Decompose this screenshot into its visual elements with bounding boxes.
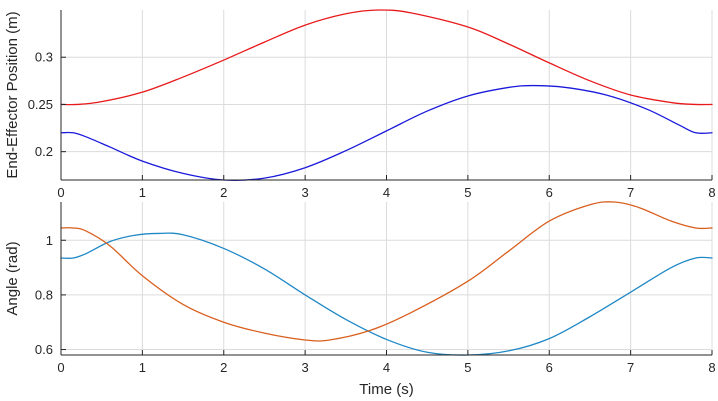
top-plot: 0 1 2 3 4 5 6 7 8 0.2 0.25 0.3 End-Effector Position…	[4, 9, 716, 200]
x-tick-label: 2	[220, 360, 227, 375]
x-tick-label: 4	[383, 185, 390, 200]
x-tick-label: 1	[139, 185, 146, 200]
series-line-1	[60, 9, 713, 106]
x-tick-label: 7	[627, 185, 634, 200]
y-tick-label: 0.8	[35, 287, 53, 302]
x-tick-label: 4	[383, 360, 390, 375]
x-tick-label: 5	[464, 360, 471, 375]
x-tick-label: 0	[57, 360, 64, 375]
x-axis-label: Time (s)	[359, 381, 413, 398]
x-tick-label: 8	[708, 360, 715, 375]
x-tick-label: 1	[139, 360, 146, 375]
x-tick-label: 6	[546, 360, 553, 375]
y-axis-label: End-Effector Position (m)	[4, 11, 21, 178]
x-tick-label: 3	[302, 185, 309, 200]
y-tick-label: 0.25	[28, 97, 53, 112]
series-line-2	[60, 84, 713, 181]
bottom-plot: 0 1 2 3 4 5 6 7 8 0.6 0.8 1 Angle (rad) Time (s)	[4, 201, 716, 398]
series-line-2	[60, 201, 713, 342]
y-tick-label: 1	[46, 233, 53, 248]
series-line-1	[60, 232, 713, 356]
x-tick-label: 8	[708, 185, 715, 200]
x-tick-label: 2	[220, 185, 227, 200]
x-tick-label: 6	[546, 185, 553, 200]
y-tick-label: 0.6	[35, 342, 53, 357]
x-tick-label: 0	[57, 185, 64, 200]
x-tick-label: 7	[627, 360, 634, 375]
x-tick-label: 5	[464, 185, 471, 200]
x-tick-label: 3	[302, 360, 309, 375]
y-tick-label: 0.3	[35, 50, 53, 65]
y-axis-label: Angle (rad)	[4, 241, 21, 315]
y-tick-label: 0.2	[35, 144, 53, 159]
